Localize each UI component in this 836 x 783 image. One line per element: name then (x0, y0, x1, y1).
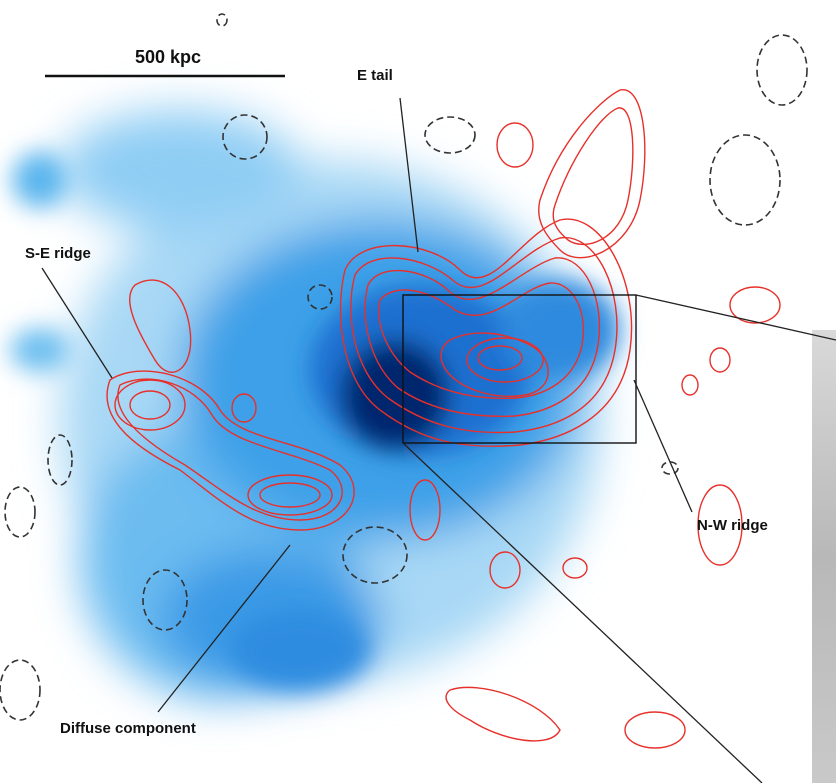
inset-image (812, 330, 836, 783)
scale-label: 500 kpc (135, 47, 201, 67)
label: N-W ridge (697, 517, 768, 534)
label: S-E ridge (25, 245, 91, 262)
figure: 500 kpc E tail S-E ridge N-W ridge Diffu… (0, 0, 836, 783)
label: E tail (357, 67, 393, 84)
label: Diffuse component (60, 720, 196, 737)
